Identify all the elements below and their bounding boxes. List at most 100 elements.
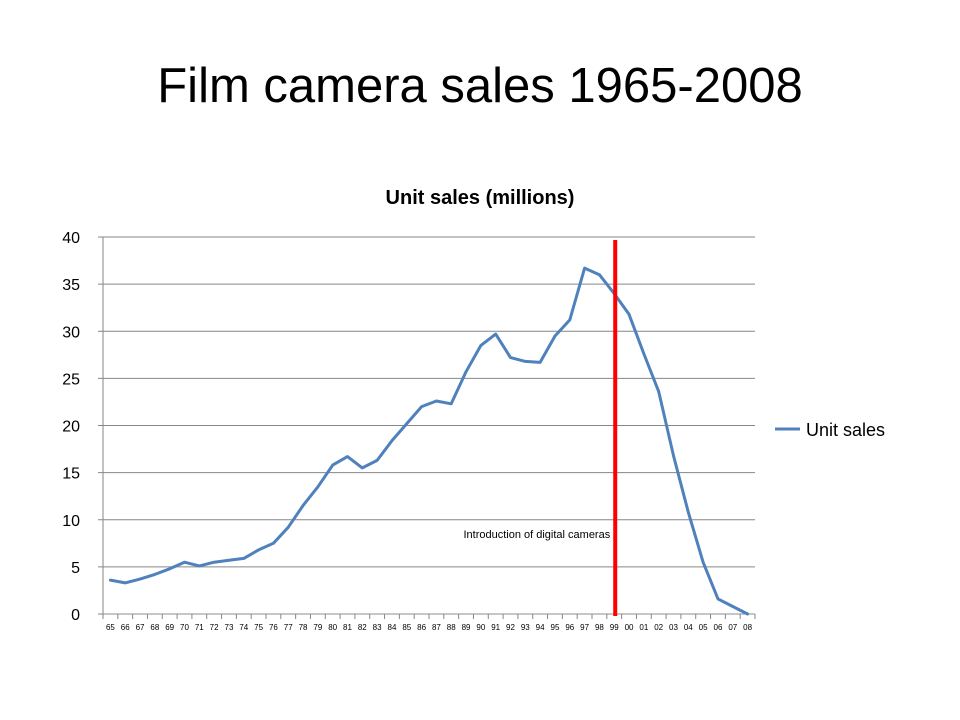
data-point-67 bbox=[138, 577, 142, 581]
data-point-76 bbox=[272, 542, 275, 545]
xtick-label-78: 78 bbox=[299, 623, 308, 632]
xtick-label-99: 99 bbox=[610, 623, 619, 632]
data-point-75 bbox=[257, 548, 260, 552]
ytick-label-0: 0 bbox=[71, 607, 80, 624]
series-line-unit-sales bbox=[108, 266, 750, 616]
legend: Unit sales bbox=[775, 420, 885, 440]
data-point-01 bbox=[642, 352, 646, 356]
slide-title: Film camera sales 1965-2008 bbox=[157, 59, 803, 113]
xtick-label-83: 83 bbox=[373, 623, 382, 632]
data-point-92 bbox=[509, 356, 512, 359]
data-point-00 bbox=[627, 313, 631, 316]
xtick-label-04: 04 bbox=[684, 623, 693, 632]
xtick-label-82: 82 bbox=[358, 623, 367, 632]
data-point-66 bbox=[124, 581, 127, 585]
xtick-label-68: 68 bbox=[150, 623, 159, 632]
data-point-90 bbox=[479, 344, 483, 347]
data-point-70 bbox=[183, 560, 186, 564]
annotation-label-digital-cameras: Introduction of digital cameras bbox=[463, 529, 610, 541]
ytick-label-15: 15 bbox=[62, 466, 80, 483]
data-point-79 bbox=[316, 485, 320, 488]
ytick-label-35: 35 bbox=[62, 277, 80, 294]
data-point-78 bbox=[301, 504, 305, 507]
xtick-label-79: 79 bbox=[313, 623, 322, 632]
xtick-label-85: 85 bbox=[402, 623, 411, 632]
data-point-97 bbox=[583, 266, 586, 270]
data-point-86 bbox=[420, 405, 423, 408]
data-point-07 bbox=[731, 605, 734, 608]
data-point-89 bbox=[464, 370, 468, 373]
data-point-06 bbox=[716, 597, 720, 601]
data-point-03 bbox=[672, 454, 675, 457]
xtick-label-05: 05 bbox=[699, 623, 708, 632]
xtick-label-01: 01 bbox=[639, 623, 648, 632]
xtick-label-73: 73 bbox=[225, 623, 234, 632]
xtick-label-67: 67 bbox=[136, 623, 145, 632]
xtick-label-74: 74 bbox=[239, 623, 248, 632]
data-point-87 bbox=[435, 399, 438, 403]
xtick-label-98: 98 bbox=[595, 623, 604, 632]
data-point-05 bbox=[701, 560, 705, 564]
xtick-label-92: 92 bbox=[506, 623, 515, 632]
xtick-label-07: 07 bbox=[728, 623, 737, 632]
xtick-label-72: 72 bbox=[210, 623, 219, 632]
data-point-96 bbox=[568, 318, 571, 322]
xtick-label-69: 69 bbox=[165, 623, 174, 632]
data-point-95 bbox=[553, 334, 557, 338]
data-point-68 bbox=[153, 573, 157, 576]
xtick-label-91: 91 bbox=[491, 623, 500, 632]
chart-title: Unit sales (millions) bbox=[386, 187, 575, 209]
xtick-label-87: 87 bbox=[432, 623, 441, 632]
xtick-label-93: 93 bbox=[521, 623, 530, 632]
data-point-91 bbox=[494, 332, 497, 336]
data-point-77 bbox=[287, 526, 290, 529]
data-point-81 bbox=[346, 455, 349, 458]
xtick-label-71: 71 bbox=[195, 623, 204, 632]
xtick-label-00: 00 bbox=[625, 623, 634, 632]
xtick-label-77: 77 bbox=[284, 623, 293, 632]
xtick-label-06: 06 bbox=[714, 623, 723, 632]
xtick-label-84: 84 bbox=[388, 623, 397, 632]
x-axis-ticks: 65 66 67 68 69 70 71 72 73 74 75 76 77 78 79 80 81 82 83 84… bbox=[102, 614, 756, 632]
xtick-label-75: 75 bbox=[254, 623, 263, 632]
xtick-label-97: 97 bbox=[580, 623, 589, 632]
data-point-71 bbox=[198, 564, 201, 568]
xtick-label-65: 65 bbox=[106, 623, 115, 632]
xtick-label-96: 96 bbox=[565, 623, 574, 632]
data-point-84 bbox=[390, 439, 394, 442]
data-point-02 bbox=[657, 390, 660, 393]
ytick-label-30: 30 bbox=[62, 324, 80, 341]
data-point-73 bbox=[227, 559, 231, 562]
xtick-label-86: 86 bbox=[417, 623, 426, 632]
data-point-88 bbox=[450, 402, 453, 406]
data-point-08 bbox=[746, 612, 749, 616]
ytick-label-20: 20 bbox=[62, 419, 80, 436]
xtick-label-70: 70 bbox=[180, 623, 189, 632]
data-point-74 bbox=[242, 557, 245, 560]
ytick-label-25: 25 bbox=[62, 371, 80, 388]
data-point-85 bbox=[405, 422, 408, 425]
xtick-label-66: 66 bbox=[121, 623, 130, 632]
gridlines bbox=[98, 236, 755, 615]
annotation-layer: Introduction of digital cameras bbox=[463, 240, 618, 616]
y-axis-ticks: 0 5 10 15 20 25 30 35 40 bbox=[62, 230, 80, 624]
legend-label-unit-sales: Unit sales bbox=[806, 420, 885, 440]
data-point-82 bbox=[361, 466, 364, 470]
xtick-label-95: 95 bbox=[551, 623, 560, 632]
series-layer bbox=[108, 266, 750, 616]
data-point-04 bbox=[687, 511, 690, 514]
data-point-93 bbox=[524, 360, 527, 363]
xtick-label-80: 80 bbox=[328, 623, 337, 632]
data-point-69 bbox=[168, 567, 171, 570]
xtick-label-76: 76 bbox=[269, 623, 278, 632]
data-point-80 bbox=[331, 463, 334, 467]
ytick-label-40: 40 bbox=[62, 230, 80, 247]
ytick-label-10: 10 bbox=[62, 513, 80, 530]
xtick-label-90: 90 bbox=[476, 623, 485, 632]
data-point-94 bbox=[538, 361, 542, 364]
xtick-label-81: 81 bbox=[343, 623, 352, 632]
data-point-72 bbox=[212, 560, 216, 564]
xtick-label-88: 88 bbox=[447, 623, 456, 632]
xtick-label-03: 03 bbox=[669, 623, 678, 632]
